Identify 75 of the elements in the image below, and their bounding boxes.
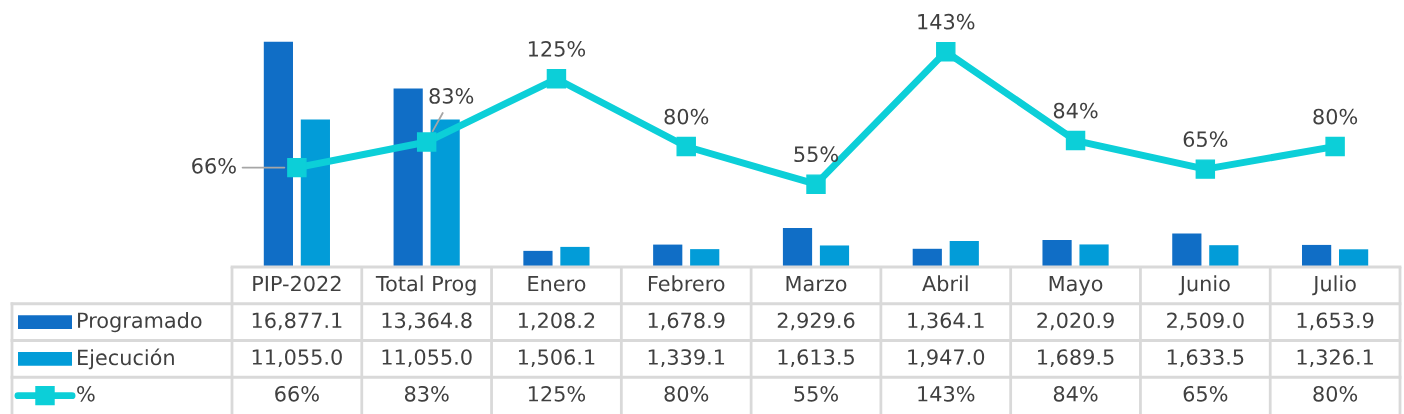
text: 83%	[429, 88, 474, 104]
text: 125%	[528, 40, 586, 57]
bar	[1339, 249, 1369, 267]
bar	[393, 88, 423, 267]
bar	[430, 119, 460, 267]
x-tick-label: Mayo	[1049, 275, 1103, 296]
bar	[1042, 240, 1072, 267]
bar	[1302, 244, 1332, 267]
bar	[949, 241, 979, 267]
x-tick-label: Julio	[1312, 275, 1356, 296]
bar	[263, 41, 293, 267]
bar	[1079, 244, 1109, 267]
point	[416, 132, 437, 152]
bar	[523, 250, 553, 267]
point	[1065, 130, 1086, 151]
legend-label: Ejecución	[78, 348, 174, 370]
data-label: 1,364.1	[908, 312, 984, 331]
bar	[782, 227, 813, 267]
text: 55%	[794, 146, 838, 163]
point	[1195, 159, 1216, 179]
data-label: 80%	[1313, 385, 1358, 402]
text: 143%	[918, 13, 975, 30]
data-label: 2,509.0	[1167, 312, 1244, 331]
point	[806, 174, 826, 194]
data-label: 2,020.9	[1037, 312, 1114, 331]
data-label: 1,689.5	[1038, 349, 1114, 368]
x-tick-label: Febrero	[648, 275, 725, 292]
bar	[653, 244, 683, 267]
point	[546, 69, 567, 89]
x-tick-label: Total Prog	[375, 275, 476, 296]
text: 80%	[664, 108, 709, 125]
data-label: 1,326.1	[1297, 349, 1373, 368]
point	[936, 41, 956, 62]
text: 65%	[1183, 131, 1228, 148]
bar	[690, 249, 720, 267]
bar	[300, 119, 330, 267]
text: 84%	[1053, 102, 1098, 119]
data-label: 1,633.5	[1167, 349, 1244, 368]
bar	[560, 246, 590, 267]
data-label: 125%	[528, 385, 586, 402]
data-label: 1,678.9	[648, 312, 725, 331]
point	[676, 136, 696, 157]
x-tick-label: Junio	[1178, 275, 1230, 296]
bar	[1172, 233, 1202, 267]
text: 80%	[1313, 108, 1358, 125]
data-label: 83%	[404, 385, 449, 402]
data-label: 1,506.1	[518, 349, 595, 368]
data-label: 84%	[1053, 385, 1098, 402]
legend-label: %	[77, 385, 95, 402]
data-label: 55%	[794, 385, 838, 402]
data-label: 66%	[275, 385, 319, 402]
data-label: 2,929.6	[777, 312, 855, 331]
x-tick-label: Marzo	[786, 275, 847, 292]
data-label: 65%	[1183, 385, 1228, 402]
data-label: 1,613.5	[778, 349, 854, 368]
data-label: 1,653.9	[1297, 312, 1374, 331]
data-label: 1,208.2	[518, 312, 595, 331]
bar	[912, 248, 942, 267]
x-tick-label: Enero	[528, 275, 586, 292]
data-label: 1,339.1	[648, 349, 725, 368]
x-tick-label: PIP-2022	[253, 275, 341, 292]
x-tick-label: Abril	[922, 275, 968, 292]
bar	[819, 245, 850, 267]
data-label: 80%	[664, 385, 709, 402]
data-label: 16,877.1	[252, 312, 342, 331]
data-label: 143%	[918, 385, 975, 402]
data-label: 1,947.0	[908, 349, 985, 368]
point	[1325, 136, 1345, 157]
data-label: 13,364.8	[382, 312, 472, 331]
legend-label: Programado	[78, 312, 202, 333]
data-label: 11,055.0	[382, 349, 472, 368]
point	[287, 157, 307, 178]
bar	[1209, 245, 1239, 267]
data-label: 11,055.0	[252, 349, 342, 368]
text: 66%	[192, 157, 236, 174]
